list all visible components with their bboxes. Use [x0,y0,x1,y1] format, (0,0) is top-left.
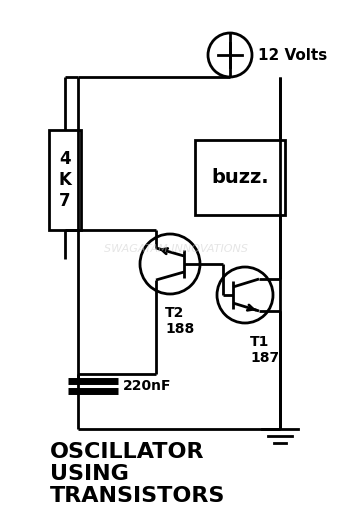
Text: T1
187: T1 187 [250,335,279,365]
Bar [195,140,285,215]
Text: 12 Volts: 12 Volts [258,48,327,62]
Text: OSCILLATOR
USING
TRANSISTORS: OSCILLATOR USING TRANSISTORS [50,442,225,506]
Text: T2
188: T2 188 [165,306,194,336]
Text: 4
K
7: 4 K 7 [58,150,71,210]
Text: SWAGATAM INNOVATIONS: SWAGATAM INNOVATIONS [104,244,248,254]
Text: buzz.: buzz. [211,168,269,187]
Bar [49,130,81,230]
Text: 220nF: 220nF [123,379,171,393]
